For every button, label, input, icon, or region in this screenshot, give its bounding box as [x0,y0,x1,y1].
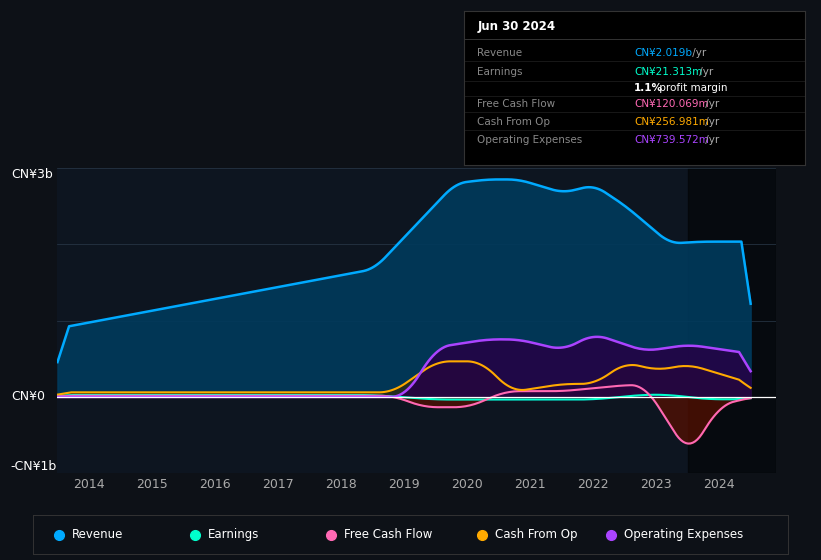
Text: CN¥21.313m: CN¥21.313m [635,67,703,77]
Text: CN¥120.069m: CN¥120.069m [635,99,709,109]
Text: CN¥0: CN¥0 [11,390,45,403]
Text: Free Cash Flow: Free Cash Flow [478,99,556,109]
Text: CN¥2.019b: CN¥2.019b [635,48,692,58]
Text: Earnings: Earnings [208,528,259,542]
Text: Jun 30 2024: Jun 30 2024 [478,21,556,34]
Text: Operating Expenses: Operating Expenses [623,528,743,542]
Text: /yr: /yr [695,67,713,77]
Bar [688,168,776,473]
Text: 1.1%: 1.1% [635,83,663,93]
Text: /yr: /yr [690,48,707,58]
Text: Operating Expenses: Operating Expenses [478,135,583,145]
Text: CN¥256.981m: CN¥256.981m [635,116,709,127]
Text: Revenue: Revenue [72,528,123,542]
Text: /yr: /yr [702,135,719,145]
Text: CN¥739.572m: CN¥739.572m [635,135,709,145]
Text: profit margin: profit margin [656,83,728,93]
Text: /yr: /yr [702,99,719,109]
Text: Cash From Op: Cash From Op [478,116,551,127]
Text: Cash From Op: Cash From Op [495,528,578,542]
Text: Free Cash Flow: Free Cash Flow [344,528,433,542]
Text: Revenue: Revenue [478,48,523,58]
Text: Earnings: Earnings [478,67,523,77]
Text: -CN¥1b: -CN¥1b [11,460,57,473]
Text: CN¥3b: CN¥3b [11,168,53,181]
Text: /yr: /yr [702,116,719,127]
